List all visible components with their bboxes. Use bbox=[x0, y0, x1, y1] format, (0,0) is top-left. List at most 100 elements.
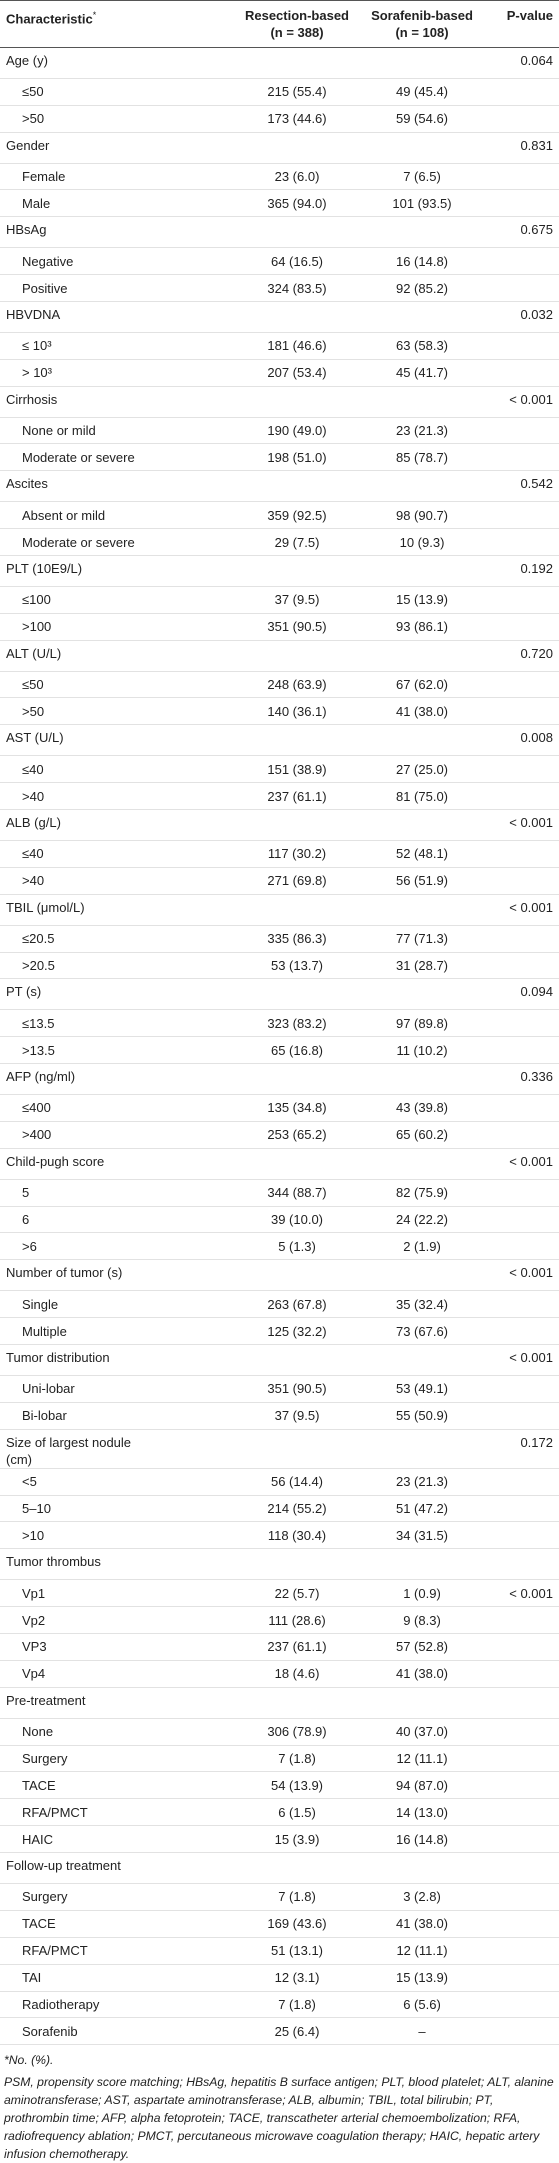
subgroup-label: >50 bbox=[22, 111, 45, 127]
subgroup-label: 5–10 bbox=[22, 1500, 51, 1516]
resection-value: 306 (78.9) bbox=[267, 1724, 327, 1740]
subgroup-label: >13.5 bbox=[22, 1042, 55, 1058]
header-text: Characteristic bbox=[6, 11, 93, 27]
subgroup-label-cell: >10 bbox=[0, 1521, 232, 1550]
sorafenib-value: 41 (38.0) bbox=[395, 1916, 449, 1932]
sorafenib-cell bbox=[362, 724, 482, 757]
footnote: *No. (%). bbox=[4, 2053, 54, 2068]
subgroup-label-cell: VP3 bbox=[0, 1633, 232, 1661]
subgroup-row: Positive 324 (83.5) 92 (85.2) bbox=[0, 274, 559, 303]
group-row: AST (U/L) 0.008 bbox=[0, 724, 559, 757]
p-value-cell bbox=[482, 501, 559, 530]
sorafenib-value: 63 (58.3) bbox=[395, 338, 449, 354]
resection-value: 37 (9.5) bbox=[274, 592, 320, 608]
header-text: P-value bbox=[506, 8, 553, 23]
sorafenib-value-cell: 6 (5.6) bbox=[362, 1991, 482, 2019]
subgroup-label: ≤13.5 bbox=[22, 1015, 55, 1031]
subgroup-row: ≤40 151 (38.9) 27 (25.0) bbox=[0, 755, 559, 784]
sorafenib-value-cell: 94 (87.0) bbox=[362, 1771, 482, 1800]
resection-value: 351 (90.5) bbox=[267, 619, 327, 635]
subgroup-row: Negative 64 (16.5) 16 (14.8) bbox=[0, 247, 559, 276]
resection-cell bbox=[232, 555, 362, 587]
sorafenib-value-cell: 16 (14.8) bbox=[362, 247, 482, 276]
resection-value-cell: 344 (88.7) bbox=[232, 1179, 362, 1207]
p-value-cell bbox=[482, 1660, 559, 1688]
sorafenib-value-cell: 14 (13.0) bbox=[362, 1798, 482, 1827]
resection-value: 207 (53.4) bbox=[267, 365, 327, 381]
subgroup-label: <5 bbox=[22, 1474, 37, 1490]
sorafenib-value-cell: 23 (21.3) bbox=[362, 1468, 482, 1496]
group-label-cell: Child-pugh score bbox=[0, 1148, 232, 1180]
resection-value: 323 (83.2) bbox=[267, 1015, 327, 1031]
sorafenib-value: 41 (38.0) bbox=[395, 1666, 449, 1682]
header-text: Resection-based bbox=[244, 8, 350, 23]
subgroup-label: >100 bbox=[22, 619, 52, 635]
subgroup-label: >40 bbox=[22, 788, 45, 804]
p-value-cell bbox=[482, 1317, 559, 1345]
header-row: Characteristic* Resection-based (n = 388)… bbox=[0, 0, 559, 48]
subgroup-label: Vp2 bbox=[22, 1612, 46, 1628]
resection-value-cell: 198 (51.0) bbox=[232, 443, 362, 472]
sorafenib-value-cell: 41 (38.0) bbox=[362, 697, 482, 726]
subgroup-label-cell: >400 bbox=[0, 1121, 232, 1149]
sorafenib-value-cell: 77 (71.3) bbox=[362, 925, 482, 953]
subgroup-label-cell: >50 bbox=[0, 105, 232, 133]
p-value-cell: 0.675 bbox=[482, 216, 559, 249]
group-row: Number of tumor (s) < 0.001 bbox=[0, 1259, 559, 1292]
p-value: 0.094 bbox=[520, 984, 553, 1000]
header-text: (n = 108) bbox=[395, 25, 449, 40]
sorafenib-value-cell: 55 (50.9) bbox=[362, 1402, 482, 1430]
subgroup-label: VP3 bbox=[22, 1639, 47, 1655]
subgroup-label: Sorafenib bbox=[22, 2023, 78, 2039]
p-value-cell: 0.032 bbox=[482, 301, 559, 333]
sorafenib-value: 1 (0.9) bbox=[403, 1585, 441, 1601]
p-value-cell bbox=[482, 1883, 559, 1911]
group-row: Tumor thrombus bbox=[0, 1548, 559, 1581]
resection-value: 6 (1.5) bbox=[278, 1804, 316, 1820]
p-value-cell bbox=[482, 332, 559, 360]
resection-value-cell: 65 (16.8) bbox=[232, 1036, 362, 1065]
subgroup-label-cell: <5 bbox=[0, 1468, 232, 1496]
sorafenib-value-cell: 12 (11.1) bbox=[362, 1745, 482, 1773]
resection-value: 23 (6.0) bbox=[274, 169, 320, 184]
sorafenib-cell bbox=[362, 470, 482, 503]
p-value-cell: < 0.001 bbox=[482, 809, 559, 841]
note-mark: * bbox=[92, 10, 97, 20]
subgroup-label: ≤20.5 bbox=[22, 931, 55, 947]
sorafenib-value: 81 (75.0) bbox=[395, 788, 449, 804]
sorafenib-value: 35 (32.4) bbox=[395, 1296, 449, 1312]
group-label-cell: AFP (ng/ml) bbox=[0, 1063, 232, 1095]
subgroup-row: > 10³ 207 (53.4) 45 (41.7) bbox=[0, 359, 559, 387]
subgroup-row: ≤ 10³ 181 (46.6) 63 (58.3) bbox=[0, 332, 559, 360]
subgroup-label: Moderate or severe bbox=[22, 534, 135, 550]
p-value-cell: 0.720 bbox=[482, 640, 559, 672]
resection-cell bbox=[232, 470, 362, 503]
resection-value-cell: 323 (83.2) bbox=[232, 1009, 362, 1038]
sorafenib-value: 15 (13.9) bbox=[395, 592, 449, 608]
p-value-cell bbox=[482, 1771, 559, 1800]
resection-value: 140 (36.1) bbox=[267, 703, 327, 719]
p-value-cell: 0.192 bbox=[482, 555, 559, 587]
sorafenib-value-cell: 10 (9.3) bbox=[362, 528, 482, 557]
resection-value: 64 (16.5) bbox=[270, 253, 324, 269]
resection-cell bbox=[232, 386, 362, 418]
subgroup-row: Vp2 111 (28.6) 9 (8.3) bbox=[0, 1606, 559, 1634]
sorafenib-value-cell: 52 (48.1) bbox=[362, 840, 482, 868]
group-row: TBIL (μmol/L) < 0.001 bbox=[0, 894, 559, 926]
group-row: Gender 0.831 bbox=[0, 132, 559, 164]
subgroup-label-cell: TAI bbox=[0, 1964, 232, 1992]
subgroup-row: RFA/PMCT 51 (13.1) 12 (11.1) bbox=[0, 1937, 559, 1965]
p-value-cell bbox=[482, 1232, 559, 1261]
resection-cell bbox=[232, 216, 362, 249]
resection-value-cell: 190 (49.0) bbox=[232, 417, 362, 445]
resection-value: 12 (3.1) bbox=[274, 1970, 320, 1986]
subgroup-row: Multiple 125 (32.2) 73 (67.6) bbox=[0, 1317, 559, 1345]
resection-value: 117 (30.2) bbox=[267, 846, 327, 862]
p-value-cell bbox=[482, 1036, 559, 1065]
subgroup-label: > 10³ bbox=[22, 365, 52, 381]
group-label-cell: ALB (g/L) bbox=[0, 809, 232, 841]
group-label-cell: Tumor distribution bbox=[0, 1344, 232, 1376]
subgroup-label: Moderate or severe bbox=[22, 449, 135, 465]
subgroup-label-cell: RFA/PMCT bbox=[0, 1798, 232, 1827]
resection-value-cell: 335 (86.3) bbox=[232, 925, 362, 953]
